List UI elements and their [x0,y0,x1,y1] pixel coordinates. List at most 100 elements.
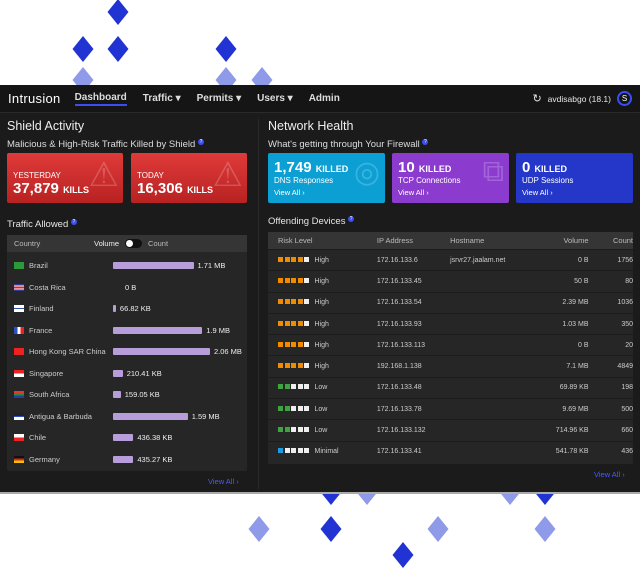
diamond-shape [427,516,449,542]
help-icon[interactable]: ? [197,139,204,145]
devices-view-all[interactable]: View All › [594,470,625,479]
risk-square [297,320,303,326]
device-row[interactable]: High 192.168.1.138 7.1 MB 4849 [268,355,633,376]
col-country: Country [14,239,41,248]
risk-square [304,405,309,411]
top-nav: Intrusion Dashboard Traffic ▾ Permits ▾ … [0,85,640,113]
traffic-row[interactable]: Hong Kong SAR China 2.06 MB [7,341,247,363]
risk-square [304,448,309,454]
traffic-row[interactable]: Antigua & Barbuda 1.59 MB [7,406,247,428]
diamond-shape [248,516,270,542]
nav-traffic[interactable]: Traffic ▾ [142,93,181,104]
traffic-row[interactable]: South Africa 159.05 KB [7,384,247,406]
devices-title-wrap: Offending Devices ? [268,216,355,227]
traffic-view-all[interactable]: View All › [208,477,239,486]
card-view-all[interactable]: View All › [398,188,429,197]
volume: 541.78 KB [555,448,589,456]
flag-icon [14,391,24,399]
volume-bar [113,262,194,270]
card-view-all[interactable]: View All › [522,188,553,197]
risk-square [284,299,290,305]
flag-icon [14,262,24,270]
avatar[interactable]: S [617,91,632,106]
flag-icon [14,455,24,463]
traffic-row[interactable]: France 1.9 MB [7,320,247,342]
device-row[interactable]: High 172.16.133.113 0 B 20 [268,334,633,355]
ip-address: 172.16.133.93 [376,320,422,328]
help-icon[interactable]: ? [422,139,429,145]
traffic-title-wrap: Traffic Allowed ? [7,219,77,230]
device-row[interactable]: Low 172.16.133.78 9.69 MB 500 [268,398,633,419]
risk-square [278,384,283,390]
risk-level: High [314,299,329,307]
risk-square [284,256,290,262]
device-row[interactable]: Low 172.16.133.48 69.89 KB 198 [268,376,633,398]
volume-value: 436.38 KB [137,433,173,443]
volume-value: 2.06 MB [214,347,242,357]
traffic-row[interactable]: Singapore 210.41 KB [7,363,247,385]
col-header: Count [612,236,633,245]
risk-square [304,427,309,433]
flag-icon [14,326,24,334]
device-row[interactable]: High 172.16.133.54 2.39 MB 1036 [268,291,633,313]
nav-dashboard[interactable]: Dashboard [74,92,127,106]
card-unit: KILLED [418,164,452,174]
nav-admin[interactable]: Admin [308,93,340,104]
volume: 0 B [577,256,589,264]
devices-title: Offending Devices [268,216,346,227]
refresh-icon[interactable]: ↻ [532,93,542,105]
device-row[interactable]: High 172.16.133.93 1.03 MB 350 [268,312,633,334]
diamond-shape [320,516,342,542]
count: 660 [621,427,633,435]
traffic-row[interactable]: Brazil 1.71 MB [7,255,247,277]
risk-square [297,256,303,262]
risk-square [297,405,303,411]
risk-meter [278,277,311,285]
risk-square [297,448,303,454]
card-value: 1,749 [274,159,312,176]
traffic-table: Country Volume Count Brazil 1.71 MB Costa Ri… [7,235,247,471]
risk-level: Low [314,405,328,413]
card-value: 0 [522,159,531,176]
traffic-row[interactable]: Chile 436.38 KB [7,427,247,449]
card-view-all[interactable]: View All › [274,188,305,197]
risk-square [284,405,290,411]
network-card[interactable]: 0 KILLED UDP Sessions View All › [516,153,633,203]
user-name[interactable]: avdisabgo (18.1) [547,93,611,104]
volume: 0 B [577,341,589,349]
network-section: Network Health What's getting through Yo… [268,113,633,150]
network-card[interactable]: 10 KILLED TCP Connections View All › ⧉ [392,153,509,203]
country-name: Chile [29,433,47,443]
risk-square [278,277,283,283]
ip-address: 192.168.1.138 [376,363,422,371]
network-card[interactable]: 1,749 KILLED DNS Responses View All › ◎ [268,153,385,203]
risk-meter [278,363,311,370]
device-row[interactable]: Minimal 172.16.133.41 541.78 KB 436 [268,440,633,462]
ip-address: 172.16.133.6 [376,256,418,264]
volume-count-toggle[interactable] [125,239,143,248]
traffic-row[interactable]: Germany 435.27 KB [7,449,247,471]
volume-bar [113,369,123,377]
risk-square [297,427,303,433]
traffic-title: Traffic Allowed [7,219,69,230]
risk-square [284,384,290,390]
volume-value: 66.82 KB [119,304,151,314]
network-icon: ⧉ [482,155,504,188]
volume-bar [113,391,121,399]
flag-icon [14,434,24,442]
risk-meter [278,384,311,391]
help-icon[interactable]: ? [348,216,355,222]
ip-address: 172.16.133.132 [376,427,426,435]
device-row[interactable]: High 172.16.133.45 50 B 80 [268,270,633,291]
nav-users[interactable]: Users ▾ [257,93,293,104]
ip-address: 172.16.133.48 [376,384,422,392]
ip-address: 172.16.133.45 [376,277,422,285]
device-row[interactable]: High 172.16.133.6 jsrvr27.jaalam.net 0 B 175… [268,249,633,270]
nav-permits[interactable]: Permits ▾ [196,93,242,104]
device-row[interactable]: Low 172.16.133.132 714.96 KB 660 [268,419,633,440]
traffic-row[interactable]: Finland 66.82 KB [7,298,247,320]
help-icon[interactable]: ? [70,219,77,225]
risk-meter [278,448,311,455]
traffic-row[interactable]: Costa Rica 0 B [7,277,247,299]
risk-square [304,256,309,262]
